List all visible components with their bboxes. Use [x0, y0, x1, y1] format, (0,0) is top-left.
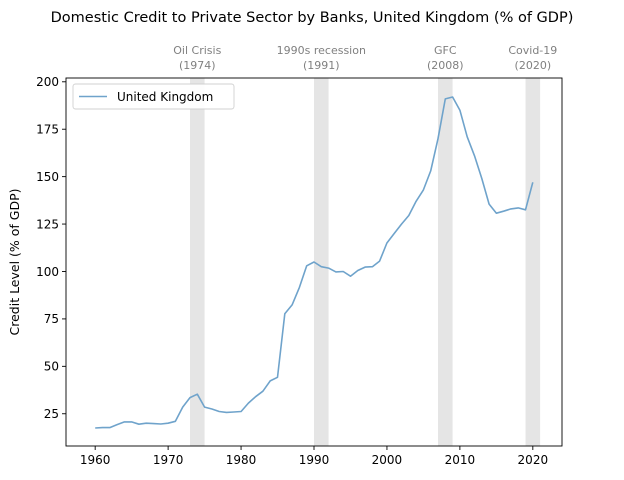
series-line: [95, 96, 534, 429]
x-tick-label: 2020: [518, 453, 549, 467]
event-year: (1974): [179, 59, 216, 72]
y-tick-label: 200: [36, 75, 59, 89]
event-label: Oil Crisis: [173, 44, 221, 57]
x-tick-label: 1980: [226, 453, 257, 467]
chart-title: Domestic Credit to Private Sector by Ban…: [51, 10, 574, 26]
event-shade: [438, 78, 453, 446]
event-label: 1990s recession: [277, 44, 366, 57]
y-axis-label: Credit Level (% of GDP): [7, 188, 22, 335]
event-shade: [190, 78, 205, 446]
x-tick-label: 1990: [299, 453, 330, 467]
event-label: GFC: [434, 44, 457, 57]
y-tick-label: 150: [36, 170, 59, 184]
event-shade: [525, 78, 541, 446]
event-shade: [314, 78, 329, 446]
event-year: (2020): [515, 59, 552, 72]
y-tick-label: 125: [36, 217, 59, 231]
event-shades: [190, 78, 541, 446]
y-tick-label: 100: [36, 265, 59, 279]
x-tick-label: 1960: [80, 453, 111, 467]
event-year: (1991): [303, 59, 340, 72]
x-tick-label: 1970: [153, 453, 184, 467]
series-lines: [95, 96, 534, 429]
x-tick-label: 2010: [445, 453, 476, 467]
event-year: (2008): [427, 59, 464, 72]
y-tick-label: 25: [44, 407, 59, 421]
legend: United Kingdom: [72, 83, 235, 110]
y-tick-label: 175: [36, 123, 59, 137]
axes: 1960 1970 1980 1990 2000 2010 2020 25 50 75 100 125…: [36, 75, 563, 467]
legend-label: United Kingdom: [117, 90, 213, 104]
x-tick-label: 2000: [372, 453, 403, 467]
event-annotations: Oil Crisis (1974) 1990s recession (1991) GFC…: [173, 44, 557, 72]
y-tick-label: 50: [44, 360, 59, 374]
legend-box: [72, 83, 235, 110]
y-tick-label: 75: [44, 312, 59, 326]
event-label: Covid-19: [508, 44, 557, 57]
